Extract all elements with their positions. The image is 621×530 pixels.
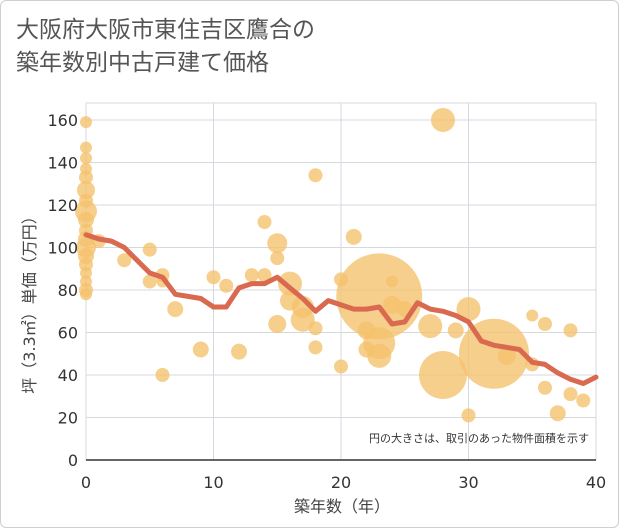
bubble-point xyxy=(563,323,578,338)
y-tick-label: 100 xyxy=(47,239,78,258)
bubble-point xyxy=(538,380,552,395)
bubble-point xyxy=(549,405,566,422)
x-tick-label: 30 xyxy=(458,473,478,492)
bubble-point xyxy=(447,322,464,339)
y-axis-title: 坪（3.3㎡）単価（万円） xyxy=(20,208,39,393)
y-tick-label: 0 xyxy=(68,451,78,470)
bubble-point xyxy=(459,318,529,389)
bubble-point xyxy=(456,297,481,322)
bubble-point xyxy=(192,341,209,358)
y-tick-label: 140 xyxy=(47,154,78,173)
bubble-point xyxy=(79,170,93,185)
bubble-point xyxy=(419,351,467,399)
bubble-point xyxy=(80,141,92,154)
size-note: 円の大きさは、取引のあった物件面積を示す xyxy=(369,431,589,445)
bubble-point xyxy=(418,314,443,339)
bubble-point xyxy=(431,108,455,132)
bubble-point xyxy=(155,368,170,382)
y-tick-label: 160 xyxy=(47,111,78,130)
y-tick-label: 80 xyxy=(58,281,78,300)
bubble-point xyxy=(563,387,578,402)
bubble-point xyxy=(80,116,92,129)
bubble-point xyxy=(80,152,92,165)
y-tick-label: 120 xyxy=(47,196,78,215)
bubble-point xyxy=(345,228,362,245)
bubble-point xyxy=(308,321,323,336)
bubble-point xyxy=(336,253,423,340)
x-tick-label: 10 xyxy=(203,473,223,492)
chart-title: 大阪府大阪市東住吉区鷹合の 築年数別中古戸建て価格 xyxy=(16,14,576,80)
bubble-point xyxy=(244,268,259,283)
bubble-point xyxy=(257,268,272,283)
bubble-point xyxy=(231,343,247,360)
y-tick-label: 60 xyxy=(58,324,78,343)
bubble-point xyxy=(268,315,287,333)
y-tick-label: 40 xyxy=(58,366,78,385)
bubble-point xyxy=(267,233,288,254)
bubble-point xyxy=(219,278,234,293)
bubble-point xyxy=(257,215,272,229)
bubble-point xyxy=(117,253,132,268)
bubble-point xyxy=(308,340,323,355)
x-axis-title: 築年数（年） xyxy=(294,497,390,516)
bubble-point xyxy=(142,274,157,289)
bubble-point xyxy=(308,168,323,183)
x-tick-label: 20 xyxy=(331,473,351,492)
bubble-point xyxy=(167,301,184,318)
bubble-point xyxy=(270,251,285,266)
bubble-point xyxy=(334,359,348,374)
bubble-point xyxy=(461,408,476,423)
tick-labels: 0 10 20 30 40 0 20 40 60 80 100 120 140 160 xyxy=(47,111,606,492)
x-tick-label: 40 xyxy=(586,473,606,492)
bubble-point xyxy=(367,343,392,368)
title-line-2: 築年数別中古戸建て価格 xyxy=(16,50,269,76)
trend-line xyxy=(83,232,599,386)
title-line-1: 大阪府大阪市東住吉区鷹合の xyxy=(16,17,315,43)
y-tick-label: 20 xyxy=(58,409,78,428)
bubble-point xyxy=(497,346,516,365)
bubble-point xyxy=(538,317,552,331)
x-tick-label: 0 xyxy=(81,473,91,492)
bubble-point xyxy=(576,393,591,408)
bubble-point xyxy=(383,295,401,314)
bubbles-layer xyxy=(75,108,591,423)
bubble-point xyxy=(142,242,157,257)
bubble-point xyxy=(206,270,221,285)
bubble-point xyxy=(77,181,95,200)
bubble-point xyxy=(290,307,315,332)
bubble-point xyxy=(80,267,92,279)
bubble-point xyxy=(386,275,398,288)
bubble-point xyxy=(79,257,93,272)
bubble-point xyxy=(80,288,92,301)
bubble-point xyxy=(78,211,94,228)
bubble-point xyxy=(526,309,539,322)
